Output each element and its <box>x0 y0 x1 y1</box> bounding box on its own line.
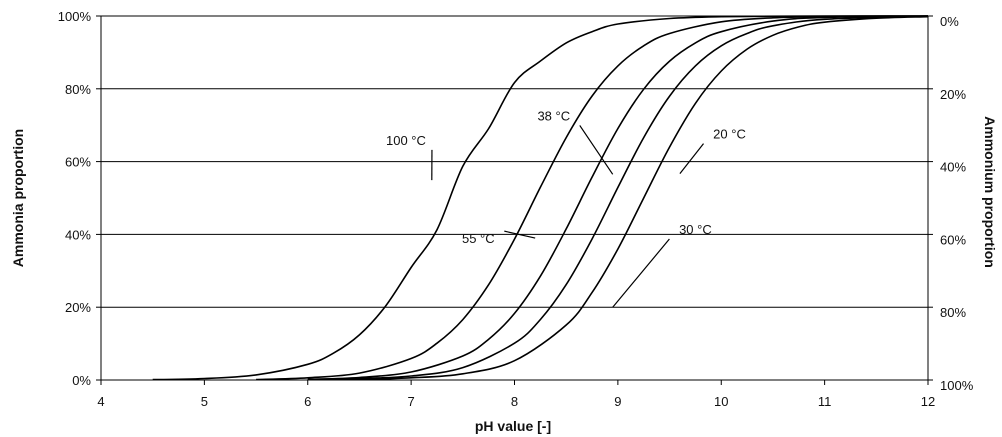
y-tick-label-right-0: 0% <box>940 14 959 29</box>
y-tick-label-right-60: 60% <box>940 232 966 247</box>
y-tick-label-right-80: 80% <box>940 305 966 320</box>
y-tick-label-right-40: 40% <box>940 160 966 175</box>
leader-line-38-c <box>579 125 614 175</box>
series-line-100-c <box>152 15 929 381</box>
leader-line-55-c <box>504 230 536 239</box>
y-tick-label-right-100: 100% <box>940 378 974 393</box>
y-tick-label-left-0: 0% <box>72 373 91 388</box>
curve-label-30-c: 30 °C <box>679 222 712 237</box>
y-tick-label-left-60: 60% <box>65 155 91 170</box>
x-tick-label-4: 4 <box>97 394 104 409</box>
series-line-55-c <box>256 15 929 381</box>
curves <box>152 15 929 381</box>
y-axis-title-right: Ammonium proportion <box>982 116 998 268</box>
curve-labels: 100 °C 55 °C 38 °C 20 °C 30 °C <box>386 108 746 246</box>
leader-line-30-c <box>612 238 670 308</box>
x-tick-label-12: 12 <box>921 394 935 409</box>
x-axis-title: pH value [-] <box>475 418 551 434</box>
y-tick-label-left-20: 20% <box>65 300 91 315</box>
y-tick-label-left-100: 100% <box>58 9 92 24</box>
x-tick-label-5: 5 <box>201 394 208 409</box>
x-tick-label-9: 9 <box>614 394 621 409</box>
y-axis-title-left: Ammonia proportion <box>10 129 26 267</box>
series-line-30-c <box>307 15 929 381</box>
series-line-20-c <box>307 15 929 381</box>
x-tick-label-7: 7 <box>408 394 415 409</box>
x-tick-label-11: 11 <box>818 394 832 409</box>
curve-label-38-c: 38 °C <box>537 108 570 123</box>
y-tick-label-left-80: 80% <box>65 82 91 97</box>
x-tick-label-6: 6 <box>304 394 311 409</box>
x-tick-label-10: 10 <box>714 394 728 409</box>
curve-label-20-c: 20 °C <box>713 127 746 142</box>
series-line-38-c <box>307 15 929 381</box>
y-tick-label-right-20: 20% <box>940 87 966 102</box>
x-tick-label-8: 8 <box>511 394 518 409</box>
label-leaders <box>431 125 704 308</box>
axes <box>96 15 933 385</box>
curve-label-55-c: 55 °C <box>462 231 495 246</box>
gridlines <box>101 15 928 308</box>
tick-labels: 4 5 6 7 8 9 10 11 12 0% 20% 40% 60% 80% 100% 100% 80% 60%… <box>58 9 974 409</box>
y-tick-label-left-40: 40% <box>65 227 91 242</box>
curve-label-100-c: 100 °C <box>386 133 426 148</box>
leader-line-20-c <box>679 143 704 174</box>
